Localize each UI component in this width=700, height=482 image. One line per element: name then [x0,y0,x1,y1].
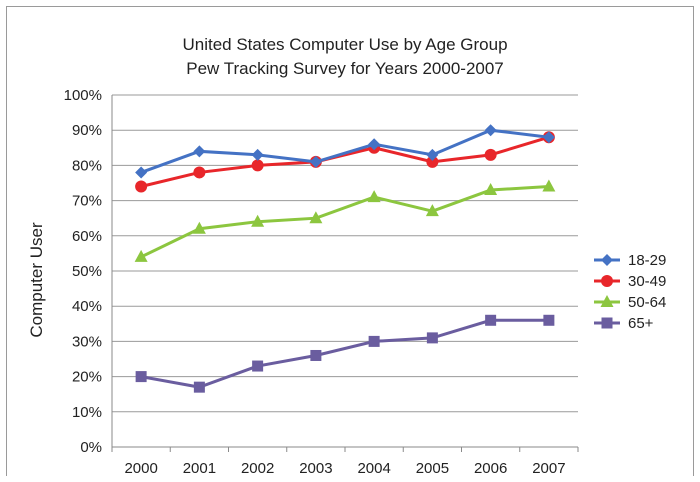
y-tick-label: 10% [72,404,102,421]
y-tick-labels: 0% 10% 20% 30% 40% 50% 60% 70% 80% 90% 100% [64,87,102,456]
legend-item: 30-49 [594,273,666,290]
data-point [368,335,380,347]
data-point [368,138,381,151]
y-tick-label: 60% [72,228,102,245]
legend-item: 18-29 [594,252,666,269]
y-tick-label: 0% [80,439,102,456]
y-tick-label: 30% [72,333,102,350]
x-tick-label: 2006 [474,460,507,477]
data-point [193,166,206,179]
chart-subtitle: Pew Tracking Survey for Years 2000-2007 [186,59,504,78]
y-tick-label: 80% [72,157,102,174]
legend-item: 65+ [594,315,654,332]
data-point [426,155,439,168]
data-point [193,145,206,158]
legend-marker [601,275,613,287]
legend-label: 18-29 [628,252,666,269]
data-point [367,190,381,203]
series-50-64 [134,179,556,262]
y-tick-label: 20% [72,369,102,386]
legend-marker [600,295,614,307]
data-point [484,124,497,137]
data-point [309,155,322,168]
series-line [140,185,549,259]
legend-label: 65+ [628,315,654,332]
data-point [192,221,206,234]
data-point [426,148,439,161]
y-tick-label: 70% [72,193,102,210]
legend-label: 30-49 [628,273,666,290]
chart-frame [6,6,694,476]
data-point [425,204,439,217]
data-point [426,332,438,344]
data-point [134,249,148,262]
data-point [251,214,265,227]
data-point [484,148,497,161]
data-point [135,180,148,193]
data-point [543,314,555,326]
data-point [251,148,264,161]
data-point [542,131,555,144]
data-point [251,159,264,172]
legend-item: 50-64 [594,294,666,311]
legend-marker [601,254,613,266]
data-point [135,371,147,383]
data-point [309,211,323,224]
data-point [310,349,322,361]
data-point [484,183,498,196]
y-tick-label: 40% [72,298,102,315]
series-line [140,318,549,389]
x-tick-label: 2007 [532,460,565,477]
x-tick-label: 2000 [124,460,157,477]
chart-title: United States Computer Use by Age Group [182,35,507,54]
legend-marker [601,317,613,329]
data-point [252,360,264,372]
x-tick-label: 2003 [299,460,332,477]
x-tick-label: 2004 [357,460,390,477]
data-point [193,381,205,393]
data-point [485,314,497,326]
data-point [542,179,556,192]
series-line [140,128,550,174]
y-tick-label: 90% [72,122,102,139]
x-tick-label: 2005 [416,460,449,477]
series-18-29 [135,124,555,179]
series-30-49 [135,131,555,193]
legend: 18-29 30-49 50-64 65+ [594,252,666,332]
legend-label: 50-64 [628,294,666,311]
y-axis-label: Computer User [27,222,46,338]
x-tick-label: 2001 [183,460,216,477]
y-tick-label: 50% [72,263,102,280]
x-tick-label: 2002 [241,460,274,477]
series-65+ [135,314,555,393]
series-group [134,124,556,393]
y-tick-label: 100% [64,87,102,104]
x-tick-labels: 2000 2001 2002 2003 2004 2005 2006 2007 [124,460,565,477]
data-point [135,166,148,179]
series-line [140,135,550,188]
